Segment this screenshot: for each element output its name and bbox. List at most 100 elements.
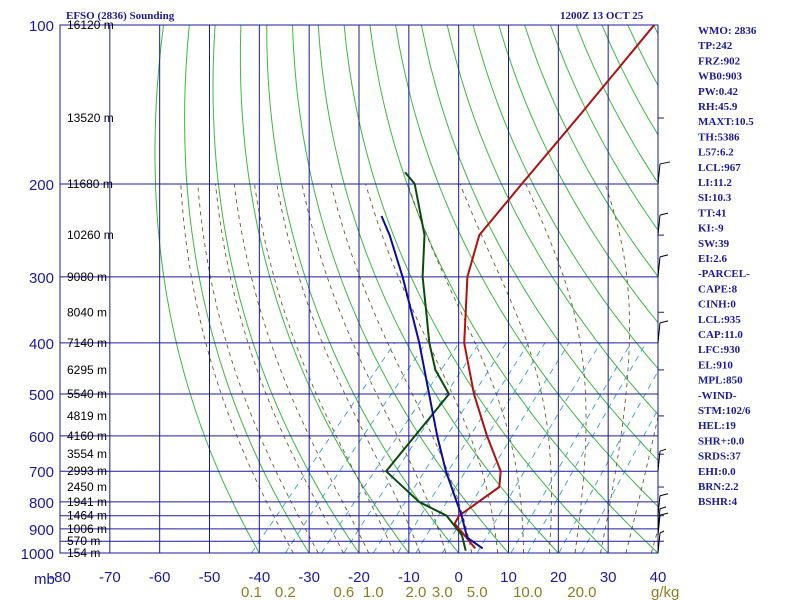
index-value: CAPE:8 — [698, 283, 738, 295]
pressure-tick-label: 700 — [29, 464, 54, 481]
pressure-tick-label: 800 — [29, 495, 54, 512]
wind-barb — [657, 254, 669, 277]
index-value: KI:-9 — [698, 223, 724, 235]
wind-barb-staff — [657, 515, 661, 536]
index-value: TT:41 — [698, 207, 727, 219]
pressure-tick-label: 900 — [29, 522, 54, 539]
height-label: 13520 m — [67, 111, 114, 125]
index-value: LCL:967 — [698, 162, 741, 174]
height-label: 154 m — [67, 546, 100, 560]
index-value: TH:5386 — [698, 131, 740, 143]
index-value: SRDS:37 — [698, 451, 741, 463]
height-label: 11680 m — [67, 177, 113, 191]
height-label: 2993 m — [67, 464, 107, 478]
index-value: BSHR:4 — [698, 496, 738, 508]
index-value: LI:11.2 — [698, 177, 732, 189]
wind-barb-feather — [659, 161, 671, 165]
wind-barb-staff — [657, 215, 661, 236]
temperature-tick-label: -20 — [348, 569, 370, 586]
index-value: RH:45.9 — [698, 101, 738, 113]
dry-adiabat — [420, 25, 658, 462]
mixing-ratio-axis: 0.1 0.2 0.6 1.0 2.0 3.0 5.0 10.0 20.0 — [241, 584, 596, 600]
mixing-ratio-tick-label: 1.0 — [363, 584, 384, 600]
mixing-ratio-tick-label: 2.0 — [405, 584, 426, 600]
pressure-axis: 100 200 300 400 500 600 700 800 900 1000 — [21, 18, 54, 563]
wind-barb-feather — [659, 506, 667, 510]
mixing-ratio-tick-label: 0.6 — [333, 584, 354, 600]
temperature-tick-label: 10 — [500, 569, 517, 586]
moist-adiabat — [301, 183, 447, 553]
dry-adiabat — [212, 25, 360, 553]
dry-adiabat — [239, 25, 410, 553]
wind-barb — [657, 530, 665, 554]
pressure-tick-label: 1000 — [21, 546, 54, 563]
dewpoint-line — [385, 171, 467, 551]
dry-adiabat — [266, 25, 460, 553]
parcel-line — [380, 215, 484, 550]
wind-barb — [657, 320, 669, 343]
index-value: LCL:935 — [698, 314, 741, 326]
height-label: 16120 m — [67, 18, 114, 32]
height-label: 9080 m — [67, 270, 107, 284]
wind-barb-staff — [657, 451, 661, 472]
wind-barb — [657, 506, 667, 529]
temperature-tick-label: -50 — [199, 569, 221, 586]
height-label: 10260 m — [67, 228, 114, 242]
pressure-tick-label: 600 — [29, 429, 54, 446]
dry-adiabat — [524, 25, 658, 278]
index-value: PW:0.42 — [698, 86, 739, 98]
mixing-ratio-tick-label: 20.0 — [567, 584, 596, 600]
temperature-tick-label: -40 — [248, 569, 270, 586]
dry-adiabat — [292, 25, 510, 553]
mixing-ratio-tick-label: 0.2 — [275, 584, 296, 600]
wind-barb-feather — [659, 320, 669, 324]
wind-barbs — [657, 161, 671, 554]
index-value: STM:102/6 — [698, 405, 751, 417]
chart-time: 1200Z 13 OCT 25 — [560, 10, 644, 22]
height-label: 4160 m — [67, 429, 107, 443]
index-value: TP:242 — [698, 40, 733, 52]
wind-barb-staff — [657, 508, 661, 529]
wind-barb-feather — [659, 493, 669, 497]
mixing-ratio-tick-label: 5.0 — [467, 584, 488, 600]
indices-panel: WMO: 2836 TP:242 FRZ:902 WB0:903 PW:0.42 RH:4… — [698, 25, 757, 508]
index-value: FRZ:902 — [698, 55, 741, 67]
pressure-tick-label: 300 — [29, 270, 54, 287]
index-value: WMO: 2836 — [698, 25, 757, 37]
wind-barb — [657, 512, 669, 536]
temperature-tick-label: -70 — [99, 569, 121, 586]
temperature-tick-label: -10 — [398, 569, 420, 586]
index-value: EL:910 — [698, 359, 733, 371]
index-value: HEL:19 — [698, 420, 736, 432]
height-label: 1464 m — [67, 509, 107, 523]
dry-adiabat — [317, 25, 559, 553]
moist-adiabat — [407, 183, 524, 553]
dry-adiabat — [446, 25, 658, 416]
index-value: L57:6.2 — [698, 147, 734, 159]
dry-adiabat — [369, 25, 658, 553]
wind-barb — [657, 161, 671, 184]
index-value: MAXT:10.5 — [698, 116, 754, 128]
wind-barb-staff — [657, 495, 661, 516]
plot-frame — [59, 24, 659, 554]
index-value: BRN:2.2 — [698, 481, 739, 493]
height-label: 1941 m — [67, 495, 107, 509]
temperature-tick-label: -80 — [49, 569, 71, 586]
index-value: CAP:11.0 — [698, 329, 743, 341]
height-label: 2450 m — [67, 480, 107, 494]
height-label: 6295 m — [67, 363, 107, 377]
wind-barb — [657, 212, 669, 236]
chart-title: EFSO (2836) Sounding — [66, 10, 175, 22]
wind-barb-feather — [659, 512, 669, 516]
pressure-unit-label: mb — [34, 571, 55, 588]
index-value: SI:10.3 — [698, 192, 732, 204]
dry-adiabat — [395, 25, 658, 508]
moist-adiabat — [525, 183, 587, 553]
index-value: EHI:0.0 — [698, 466, 736, 478]
wind-barb-feather — [659, 254, 669, 258]
wind-barb-staff — [657, 322, 661, 343]
height-label: 7140 m — [67, 336, 107, 350]
height-label: 4819 m — [67, 409, 107, 423]
